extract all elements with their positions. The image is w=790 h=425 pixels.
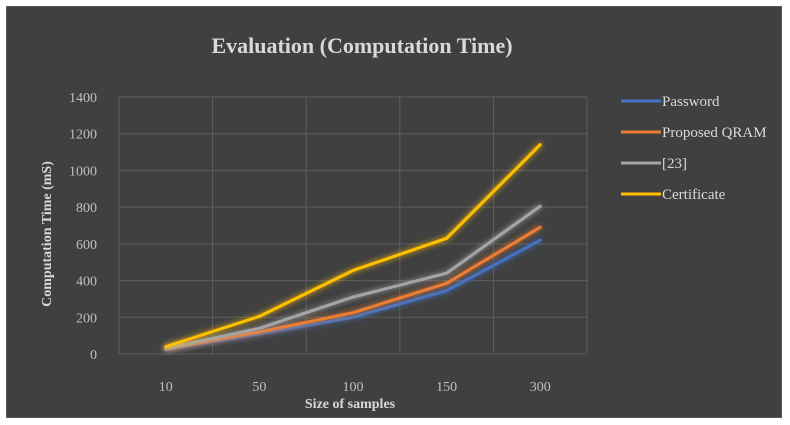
y-tick-label: 600: [76, 238, 97, 253]
chart-frame: Evaluation (Computation Time) 0 200 400 600…: [6, 6, 782, 418]
x-tick-label: 100: [343, 380, 364, 395]
y-tick-label: 1400: [69, 91, 97, 106]
y-tick-label: 800: [76, 201, 97, 216]
y-tick-label: 1000: [69, 164, 97, 179]
line-chart: Evaluation (Computation Time) 0 200 400 600…: [40, 33, 767, 412]
x-axis-ticks: 10 50 100 150 300: [159, 380, 551, 395]
x-tick-label: 50: [252, 380, 266, 395]
chart-title: Evaluation (Computation Time): [211, 33, 512, 58]
x-axis-label: Size of samples: [305, 397, 396, 412]
x-tick-label: 300: [530, 380, 551, 395]
y-axis-ticks: 0 200 400 600 800 1000 1200 1400: [69, 91, 97, 363]
series-line-1: [164, 225, 542, 351]
legend-label: Password: [662, 94, 720, 110]
legend: Password Proposed QRAM [23] Certificate: [621, 94, 767, 203]
legend-label: [23]: [662, 156, 687, 172]
legend-label: Certificate: [662, 187, 726, 203]
legend-label: Proposed QRAM: [662, 125, 767, 141]
series-line-0: [164, 238, 542, 351]
grid-lines: [118, 96, 588, 355]
y-tick-label: 200: [76, 311, 97, 326]
series-line-3: [164, 143, 542, 349]
series-line-2: [164, 204, 542, 350]
y-axis-label: Computation Time (mS): [40, 161, 55, 307]
x-tick-label: 150: [436, 380, 457, 395]
y-tick-label: 0: [90, 348, 97, 363]
y-tick-label: 400: [76, 275, 97, 290]
y-tick-label: 1200: [69, 128, 97, 143]
series-lines: [164, 143, 542, 351]
x-tick-label: 10: [159, 380, 173, 395]
